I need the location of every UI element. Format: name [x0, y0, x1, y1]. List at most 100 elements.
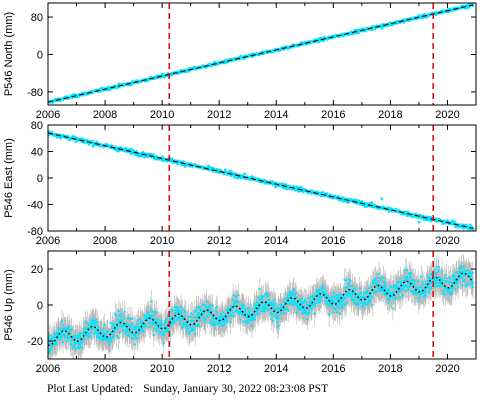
data-point: [120, 319, 124, 322]
data-point: [267, 298, 271, 302]
data-point: [272, 319, 275, 323]
data-point: [161, 155, 164, 159]
x-tick-label: 2014: [264, 109, 288, 121]
data-point: [314, 305, 317, 308]
data-point: [113, 328, 116, 332]
data-point: [72, 336, 75, 339]
data-point: [223, 168, 227, 172]
data-point: [103, 323, 106, 326]
data-point: [178, 315, 181, 319]
data-point: [124, 332, 127, 335]
data-point: [206, 164, 210, 168]
data-point: [302, 301, 305, 305]
data-point: [111, 322, 115, 325]
data-point: [107, 341, 110, 344]
data-point: [271, 311, 275, 314]
data-point: [121, 328, 125, 332]
data-point: [256, 309, 259, 312]
data-point: [276, 325, 280, 329]
data-point: [82, 338, 85, 341]
data-point: [199, 319, 202, 322]
data-point: [162, 334, 166, 337]
panel-3: 2006 2008 2010 2012 2014 2016 2018 2020-20020P5…: [3, 250, 477, 375]
data-point: [80, 346, 83, 349]
data-point: [272, 305, 275, 308]
data-point: [115, 314, 118, 317]
x-tick-label: 2020: [435, 109, 459, 121]
data-point: [100, 328, 104, 332]
data-point: [101, 339, 104, 342]
data-point: [68, 330, 71, 334]
data-point: [316, 293, 320, 296]
model-line: [48, 132, 474, 229]
data-point: [215, 306, 219, 309]
data-point: [282, 308, 285, 311]
data-point: [153, 313, 156, 317]
data-point: [258, 287, 262, 291]
data-point: [294, 300, 297, 304]
data-point: [252, 316, 255, 319]
data-point: [252, 312, 255, 315]
data-point: [164, 320, 167, 323]
x-tick-label: 2006: [36, 235, 60, 247]
data-point: [182, 321, 185, 325]
data-point: [229, 313, 232, 316]
x-tick-label: 2018: [378, 109, 402, 121]
data-point: [124, 322, 127, 325]
data-point: [316, 291, 319, 294]
y-tick-label: 0: [37, 173, 43, 185]
data-point: [283, 312, 286, 315]
data-point: [59, 336, 63, 339]
data-point: [114, 312, 117, 315]
data-point: [246, 312, 249, 316]
data-point: [69, 339, 72, 343]
data-point: [58, 338, 62, 341]
data-point: [266, 307, 269, 310]
data-point: [50, 337, 54, 341]
data-point: [278, 317, 281, 320]
y-tick-label: -80: [27, 87, 43, 99]
data-point: [208, 321, 212, 324]
data-point: [48, 338, 51, 341]
data-point: [85, 334, 89, 337]
data-point: [186, 326, 189, 330]
data-point: [62, 323, 65, 326]
data-point: [292, 303, 295, 307]
x-tick-label: 2020: [435, 235, 459, 247]
data-point: [127, 334, 131, 337]
data-point: [89, 335, 92, 338]
data-point: [78, 332, 81, 335]
data-point: [176, 162, 179, 166]
data-point: [293, 293, 297, 296]
x-tick-label: 2014: [264, 235, 288, 247]
data-point: [152, 320, 155, 324]
data-point: [231, 298, 235, 302]
data-point: [148, 325, 152, 328]
data-point: [232, 315, 235, 318]
data-point: [112, 334, 115, 337]
data-point: [93, 332, 96, 336]
data-point: [201, 303, 205, 306]
data-point: [236, 299, 239, 302]
data-point: [81, 341, 84, 344]
data-point: [266, 309, 270, 312]
data-point: [306, 318, 309, 321]
data-point: [179, 322, 182, 325]
y-tick-label: 80: [31, 12, 43, 24]
x-tick-label: 2012: [207, 235, 231, 247]
data-point: [153, 327, 156, 330]
plot-area: [48, 254, 475, 359]
data-point: [261, 298, 264, 302]
data-point: [285, 302, 289, 305]
data-point: [108, 344, 111, 347]
data-point: [92, 140, 95, 144]
data-point: [177, 318, 180, 321]
data-point: [55, 342, 58, 345]
data-point: [136, 336, 140, 340]
model-line: [48, 4, 474, 103]
data-point: [133, 334, 137, 337]
data-point: [230, 309, 233, 312]
data-point: [130, 317, 134, 320]
data-point: [49, 351, 52, 355]
